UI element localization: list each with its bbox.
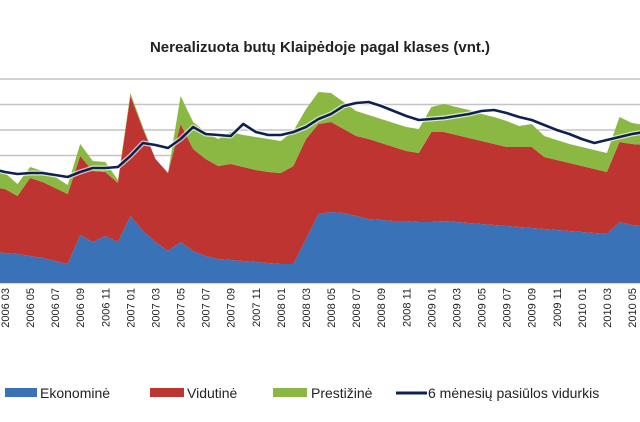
legend-swatch-prestizine: [273, 388, 307, 397]
x-tick-label: 2007 03: [151, 288, 163, 328]
x-tick-labels: 2006 03 2006 05 2006 07 2006 09 2006 11 2007 …: [0, 288, 639, 328]
area-ekonominė: [0, 212, 640, 283]
lines: [0, 99, 640, 180]
x-tick-label: 2008 01: [276, 288, 288, 328]
legend: Ekonominė Vidutinė Prestižinė 6 mėnesių …: [5, 385, 599, 401]
x-tick-label: 2009 11: [552, 288, 564, 327]
x-tick-label: 2007 09: [226, 288, 238, 328]
x-tick-label: 2008 03: [301, 288, 313, 328]
x-tick-label: 2009 05: [477, 288, 489, 328]
legend-swatch-ekonomine: [5, 388, 37, 397]
x-tick-label: 2007 01: [125, 288, 137, 328]
x-tick-label: 2008 09: [376, 288, 388, 328]
x-tick-label: 2010 05: [627, 288, 639, 328]
areas: [0, 92, 640, 283]
legend-swatch-vidutine: [150, 388, 184, 397]
x-tick-label: 2006 11: [100, 288, 112, 327]
x-tick-label: 2007 07: [201, 288, 213, 328]
x-tick-label: 2009 09: [527, 288, 539, 328]
area-vidutinė: [0, 96, 640, 264]
chart-title: Nerealizuota butų Klaipėdoje pagal klase…: [150, 39, 490, 56]
x-tick-label: 2008 07: [351, 288, 363, 328]
x-tick-label: 2007 05: [176, 288, 188, 328]
average-line: [0, 100, 640, 179]
x-tick-label: 2009 03: [451, 288, 463, 328]
x-tick-label: 2006 05: [25, 288, 37, 328]
x-tick-label: 2010 01: [577, 288, 589, 328]
legend-label-average: 6 mėnesių pasiūlos vidurkis: [428, 385, 599, 401]
x-tick-label: 2008 11: [401, 288, 413, 327]
legend-label-vidutine: Vidutinė: [187, 385, 238, 401]
x-tick-label: 2006 07: [50, 288, 62, 328]
x-tick-label: 2007 11: [251, 288, 263, 327]
x-tick-label: 2010 03: [602, 288, 614, 328]
x-tick-label: 2008 05: [326, 288, 338, 328]
x-tick-label: 2006 03: [0, 288, 12, 328]
legend-label-ekonomine: Ekonominė: [40, 385, 110, 401]
x-tick-label: 2009 07: [502, 288, 514, 328]
x-tick-label: 2009 01: [426, 288, 438, 328]
x-tick-label: 2006 09: [75, 288, 87, 328]
area-prestižinė: [0, 92, 640, 196]
legend-label-prestizine: Prestižinė: [311, 385, 373, 401]
